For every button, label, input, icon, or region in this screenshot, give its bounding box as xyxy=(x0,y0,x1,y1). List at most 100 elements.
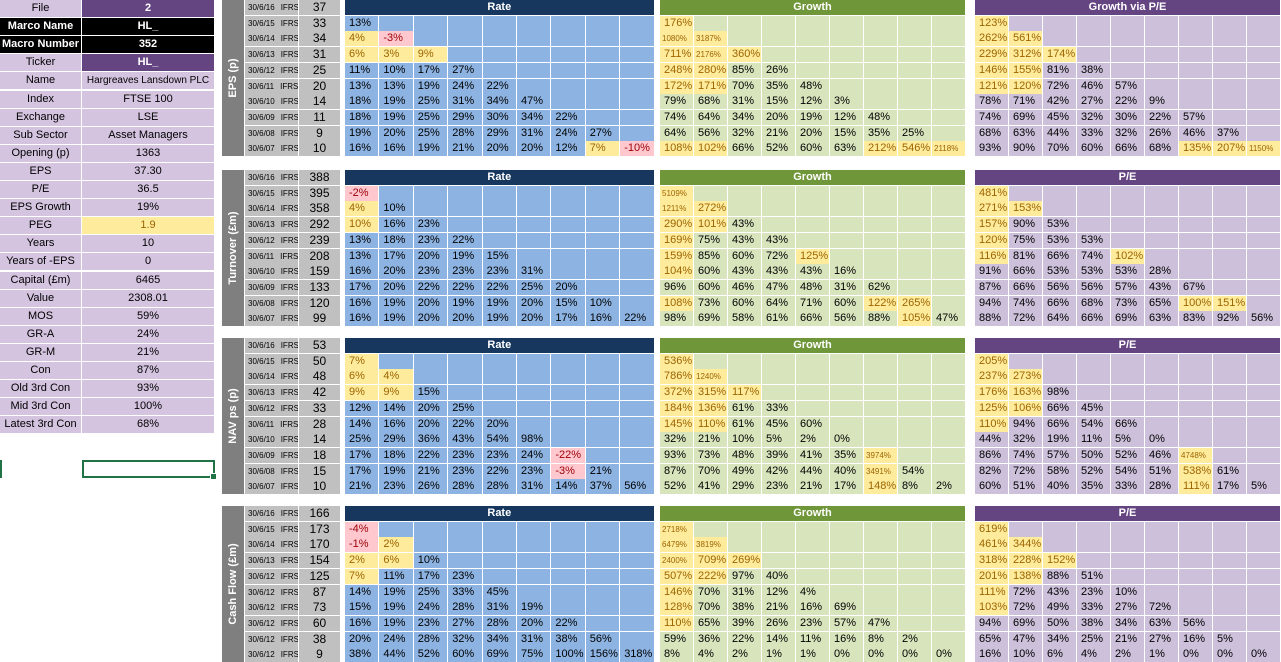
empty-cell[interactable] xyxy=(482,353,516,369)
empty-cell[interactable] xyxy=(620,463,654,479)
pe-cell[interactable]: 61% xyxy=(1213,463,1246,479)
pe-cell[interactable]: 461% xyxy=(975,537,1008,553)
empty-cell[interactable] xyxy=(1077,31,1110,47)
empty-cell[interactable] xyxy=(517,521,551,537)
empty-cell[interactable] xyxy=(932,447,965,463)
pe-cell[interactable]: 74% xyxy=(1077,248,1110,264)
growth-cell[interactable]: 39% xyxy=(762,447,795,463)
rate-cell[interactable]: 23% xyxy=(448,447,482,463)
rate-cell[interactable]: 19% xyxy=(448,295,482,311)
empty-cell[interactable] xyxy=(898,537,931,553)
empty-cell[interactable] xyxy=(517,584,551,600)
empty-cell[interactable] xyxy=(932,584,965,600)
rate-cell[interactable]: -3% xyxy=(379,31,413,47)
rate-cell[interactable]: 318% xyxy=(620,647,654,662)
empty-cell[interactable] xyxy=(1145,553,1178,569)
rate-cell[interactable]: 20% xyxy=(551,279,585,295)
empty-cell[interactable] xyxy=(585,94,620,110)
period-value[interactable]: 159 xyxy=(299,264,340,280)
growth-cell[interactable]: 40% xyxy=(830,463,863,479)
rate-cell[interactable]: 16% xyxy=(345,615,379,631)
rate-cell[interactable]: 45% xyxy=(482,584,516,600)
rate-cell[interactable]: 28% xyxy=(482,615,516,631)
empty-cell[interactable] xyxy=(585,521,620,537)
empty-cell[interactable] xyxy=(620,568,654,584)
rate-cell[interactable]: 4% xyxy=(379,369,413,385)
empty-cell[interactable] xyxy=(620,31,654,47)
growth-cell[interactable]: 35% xyxy=(830,447,863,463)
period-value[interactable]: 25 xyxy=(299,62,340,78)
growth-cell[interactable]: 60% xyxy=(728,248,761,264)
rate-cell[interactable]: 17% xyxy=(345,447,379,463)
rate-cell[interactable]: 34% xyxy=(482,94,516,110)
empty-cell[interactable] xyxy=(830,185,863,201)
pe-cell[interactable]: 22% xyxy=(1145,109,1178,125)
empty-cell[interactable] xyxy=(585,31,620,47)
empty-cell[interactable] xyxy=(898,400,931,416)
summary-value[interactable]: 93% xyxy=(82,380,214,398)
empty-cell[interactable] xyxy=(830,31,863,47)
pe-cell[interactable]: 78% xyxy=(975,94,1008,110)
rate-cell[interactable]: 21% xyxy=(345,479,379,495)
empty-cell[interactable] xyxy=(517,185,551,201)
empty-cell[interactable] xyxy=(898,279,931,295)
growth-cell[interactable]: 23% xyxy=(796,615,829,631)
rate-cell[interactable]: 20% xyxy=(517,615,551,631)
empty-cell[interactable] xyxy=(585,416,620,432)
growth-cell[interactable]: 33% xyxy=(762,400,795,416)
pe-cell[interactable]: 5% xyxy=(1111,432,1144,448)
summary-value[interactable]: 68% xyxy=(82,416,214,434)
period-value[interactable]: 18 xyxy=(299,447,340,463)
growth-cell[interactable]: 43% xyxy=(762,232,795,248)
growth-cell[interactable]: 31% xyxy=(830,279,863,295)
rate-cell[interactable]: 21% xyxy=(585,463,620,479)
pe-cell[interactable]: 90% xyxy=(1009,217,1042,233)
rate-cell[interactable]: 16% xyxy=(345,295,379,311)
growth-cell[interactable]: 66% xyxy=(728,141,761,157)
growth-cell[interactable]: 110% xyxy=(660,615,693,631)
pe-cell[interactable]: 56% xyxy=(1247,311,1280,327)
period-value[interactable]: 48 xyxy=(299,369,340,385)
empty-cell[interactable] xyxy=(1247,185,1280,201)
pe-cell[interactable]: 103% xyxy=(975,600,1008,616)
period-value[interactable]: 14 xyxy=(299,94,340,110)
growth-cell[interactable]: 66% xyxy=(796,311,829,327)
rate-cell[interactable]: 6% xyxy=(379,553,413,569)
rate-cell[interactable]: 31% xyxy=(482,600,516,616)
growth-cell[interactable]: 60% xyxy=(694,264,727,280)
pe-cell[interactable]: 43% xyxy=(1043,584,1076,600)
empty-cell[interactable] xyxy=(620,279,654,295)
rate-cell[interactable]: 20% xyxy=(379,279,413,295)
empty-cell[interactable] xyxy=(898,447,931,463)
pe-cell[interactable]: 106% xyxy=(1009,400,1042,416)
empty-cell[interactable] xyxy=(551,600,585,616)
pe-cell[interactable]: 49% xyxy=(1043,600,1076,616)
rate-cell[interactable]: 20% xyxy=(517,295,551,311)
empty-cell[interactable] xyxy=(932,400,965,416)
summary-value[interactable]: 1.9 xyxy=(82,217,214,235)
summary-value[interactable]: HL_ xyxy=(82,54,214,72)
empty-cell[interactable] xyxy=(551,248,585,264)
pe-cell[interactable]: 27% xyxy=(1077,94,1110,110)
empty-cell[interactable] xyxy=(1179,600,1212,616)
rate-cell[interactable]: 7% xyxy=(345,568,379,584)
empty-cell[interactable] xyxy=(1077,185,1110,201)
empty-cell[interactable] xyxy=(762,385,795,401)
empty-cell[interactable] xyxy=(1213,447,1246,463)
rate-cell[interactable]: 11% xyxy=(345,62,379,78)
growth-cell[interactable]: 47% xyxy=(932,311,965,327)
growth-cell[interactable]: 38% xyxy=(728,600,761,616)
pe-cell[interactable]: 16% xyxy=(975,647,1008,662)
rate-cell[interactable]: 2% xyxy=(345,553,379,569)
pe-cell[interactable]: 174% xyxy=(1043,47,1076,63)
pe-cell[interactable]: 229% xyxy=(975,47,1008,63)
empty-cell[interactable] xyxy=(864,400,897,416)
rate-cell[interactable]: 17% xyxy=(413,62,448,78)
empty-cell[interactable] xyxy=(1213,248,1246,264)
growth-cell[interactable]: 2400% xyxy=(660,553,693,569)
pe-cell[interactable]: 28% xyxy=(1145,479,1178,495)
empty-cell[interactable] xyxy=(864,264,897,280)
pe-cell[interactable]: 111% xyxy=(1179,479,1212,495)
growth-cell[interactable]: 0% xyxy=(830,647,863,662)
period-value[interactable]: 10 xyxy=(299,141,340,157)
